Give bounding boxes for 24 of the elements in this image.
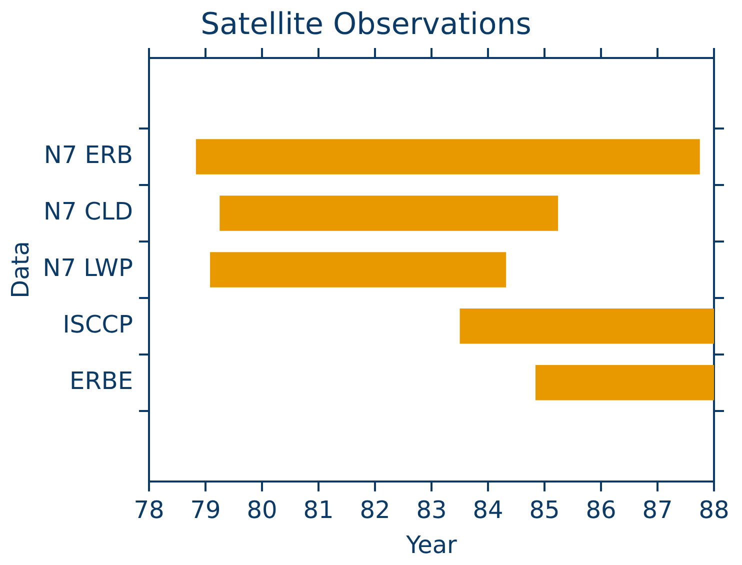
x-tick-label: 82 xyxy=(360,496,390,524)
y-tick-label: ERBE xyxy=(70,366,134,395)
x-tick-label: 84 xyxy=(472,496,504,524)
y-tick-label: N7 ERB xyxy=(44,141,134,170)
x-axis-title: Year xyxy=(405,530,458,559)
x-tick-label: 87 xyxy=(642,496,673,524)
bar xyxy=(196,139,700,174)
bar xyxy=(210,252,506,288)
y-tick-label: ISCCP xyxy=(62,310,134,338)
x-tick-label: 86 xyxy=(586,496,616,524)
y-tick-label: N7 LWP xyxy=(42,254,134,282)
x-tick-label: 83 xyxy=(416,496,447,524)
x-tick-label: 81 xyxy=(303,496,334,524)
y-axis-title: Data xyxy=(6,241,35,298)
x-tick-label: 78 xyxy=(134,496,164,524)
bar xyxy=(535,364,714,400)
x-tick-label: 88 xyxy=(698,496,730,524)
y-tick-label: N7 CLD xyxy=(44,197,134,226)
chart-title: Satellite Observations xyxy=(200,6,532,42)
x-tick-label: 85 xyxy=(529,496,560,524)
x-tick-label: 79 xyxy=(190,496,221,524)
bar xyxy=(220,196,558,231)
x-tick-label: 80 xyxy=(246,496,278,524)
bar xyxy=(460,308,714,344)
